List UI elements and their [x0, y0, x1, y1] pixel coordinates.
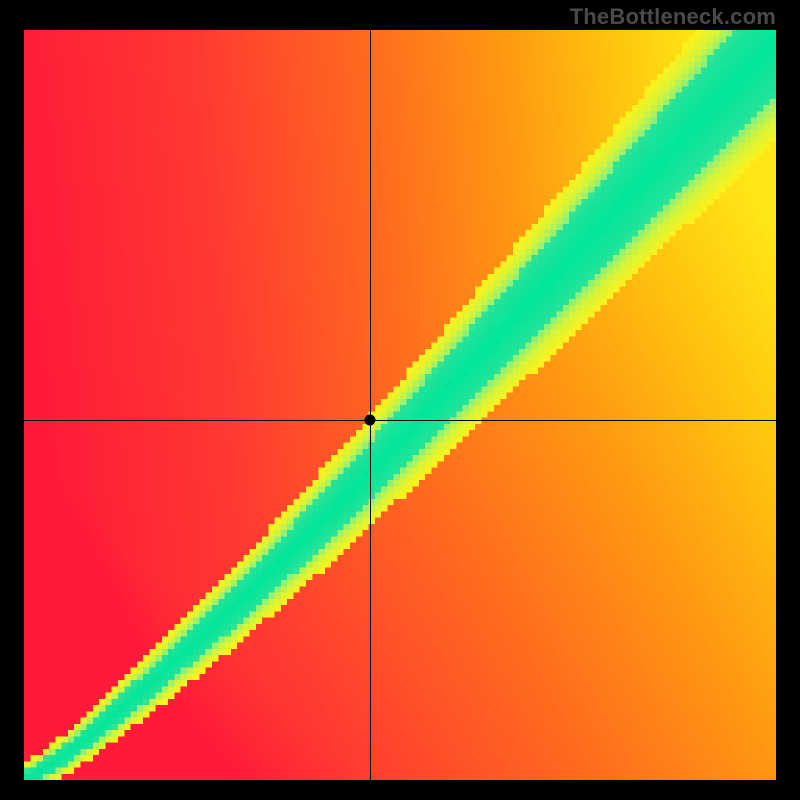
chart-frame: TheBottleneck.com: [0, 0, 800, 800]
crosshair-vertical: [370, 30, 371, 780]
plot-area: [24, 30, 776, 780]
heatmap-canvas: [24, 30, 776, 780]
watermark-text: TheBottleneck.com: [570, 4, 776, 30]
crosshair-horizontal: [24, 420, 776, 421]
crosshair-marker: [364, 415, 375, 426]
